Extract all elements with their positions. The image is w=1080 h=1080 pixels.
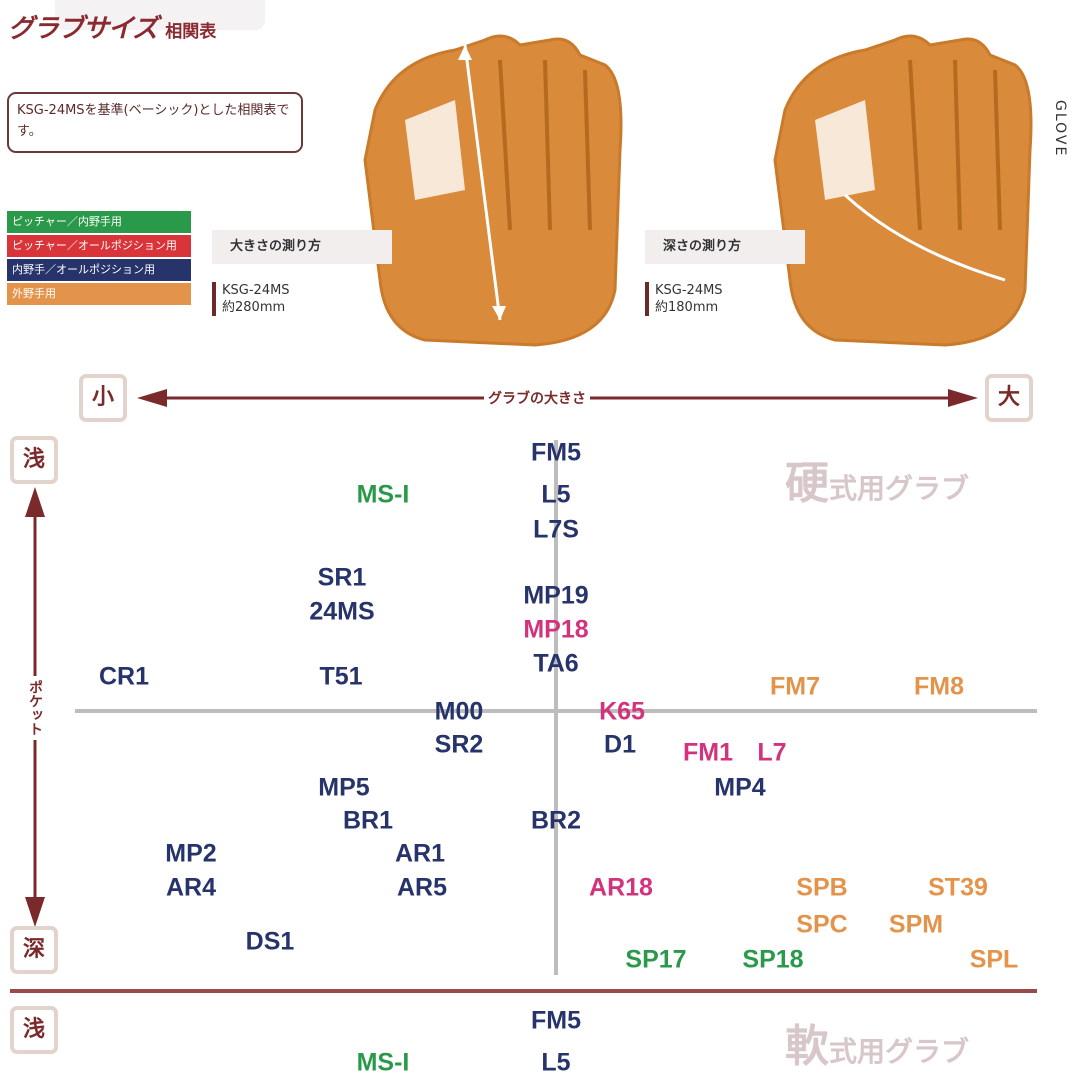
model-label-sp18: SP18 <box>742 945 804 974</box>
model-label-sr2: SR2 <box>434 730 484 759</box>
model-label-l7: L7 <box>757 738 787 767</box>
size-measure-spec: KSG-24MS 約280mm <box>212 282 290 316</box>
model-label-m00: M00 <box>434 697 484 726</box>
model-label-cr1: CR1 <box>98 662 150 691</box>
soft-glove-watermark: 軟式用グラブ <box>785 1010 969 1074</box>
model-label-spb: SPB <box>796 873 848 902</box>
page-number-tab <box>55 0 265 30</box>
legend-item: 外野手用 <box>7 283 191 305</box>
model-label-fm5: FM5 <box>531 1006 581 1035</box>
legend-item: 内野手／オールポジション用 <box>7 259 191 281</box>
model-label-sp17: SP17 <box>625 945 687 974</box>
model-label-sr1: SR1 <box>317 563 367 592</box>
model-label-br1: BR1 <box>342 806 394 835</box>
model-label-fm8: FM8 <box>914 672 964 701</box>
x-axis-label: グラブの大きさ <box>484 388 590 408</box>
model-label-spl: SPL <box>969 945 1019 974</box>
depth-value: 約180mm <box>655 300 719 315</box>
model-label-br2: BR2 <box>530 806 582 835</box>
glove-size-image <box>363 34 623 347</box>
model-label-fm1: FM1 <box>683 738 733 767</box>
title-text: グラブサイズ <box>8 14 158 44</box>
hard-glove-watermark: 硬式用グラブ <box>785 447 969 511</box>
model-label-ds1: DS1 <box>245 927 295 956</box>
model-label-ar5: AR5 <box>396 873 448 902</box>
x-min-label: 小 <box>79 374 127 422</box>
description-note: KSG-24MSを基準(ベーシック)とした相関表です。 <box>7 92 303 153</box>
x-max-label: 大 <box>985 374 1033 422</box>
depth-model: KSG-24MS <box>655 283 723 298</box>
size-model: KSG-24MS <box>222 283 290 298</box>
soft-title-big: 軟 <box>785 1021 829 1072</box>
model-label-mp19: MP19 <box>523 581 589 610</box>
model-label-24ms: 24MS <box>309 597 375 626</box>
legend-item: ピッチャー／内野手用 <box>7 211 191 233</box>
model-label-t51: T51 <box>319 662 363 691</box>
model-label-spm: SPM <box>888 910 944 939</box>
depth-measure-title: 深さの測り方 <box>645 230 805 264</box>
model-label-l5: L5 <box>541 480 571 509</box>
size-measure-title: 大きさの測り方 <box>212 230 392 264</box>
side-glove-text: GLOVE <box>1052 100 1068 158</box>
soft-title-rest: 式用グラブ <box>829 1035 970 1068</box>
model-label-ar4: AR4 <box>165 873 217 902</box>
model-label-mp5: MP5 <box>318 773 370 802</box>
model-label-ms-i: MS-I <box>356 1048 410 1077</box>
model-label-l5: L5 <box>541 1048 571 1077</box>
model-label-l7s: L7S <box>533 515 579 544</box>
depth-measure-spec: KSG-24MS 約180mm <box>645 282 723 316</box>
model-label-spc: SPC <box>796 910 848 939</box>
model-label-k65: K65 <box>599 697 645 726</box>
model-label-mp4: MP4 <box>714 773 766 802</box>
legend-item: ピッチャー／オールポジション用 <box>7 235 191 257</box>
glove-depth-image <box>773 34 1033 347</box>
title-suffix: 相関表 <box>165 22 217 42</box>
model-label-fm7: FM7 <box>770 672 820 701</box>
model-label-d1: D1 <box>604 730 636 759</box>
model-label-ar1: AR1 <box>394 839 446 868</box>
model-label-mp18: MP18 <box>523 615 589 644</box>
model-label-fm5: FM5 <box>531 438 581 467</box>
model-label-st39: ST39 <box>928 873 988 902</box>
hard-title-rest: 式用グラブ <box>829 472 970 505</box>
y-max-label: 深 <box>10 926 58 974</box>
size-value: 約280mm <box>222 300 286 315</box>
y-min-label: 浅 <box>10 436 58 484</box>
y-axis-label: ポケット <box>25 676 45 740</box>
model-label-ms-i: MS-I <box>356 480 410 509</box>
model-label-mp2: MP2 <box>165 839 217 868</box>
model-label-ta6: TA6 <box>533 649 579 678</box>
model-label-ar18: AR18 <box>589 873 653 902</box>
hard-title-big: 硬 <box>785 458 829 509</box>
soft-y-min-label: 浅 <box>10 1006 58 1054</box>
page-title: グラブサイズ 相関表 <box>8 8 216 45</box>
